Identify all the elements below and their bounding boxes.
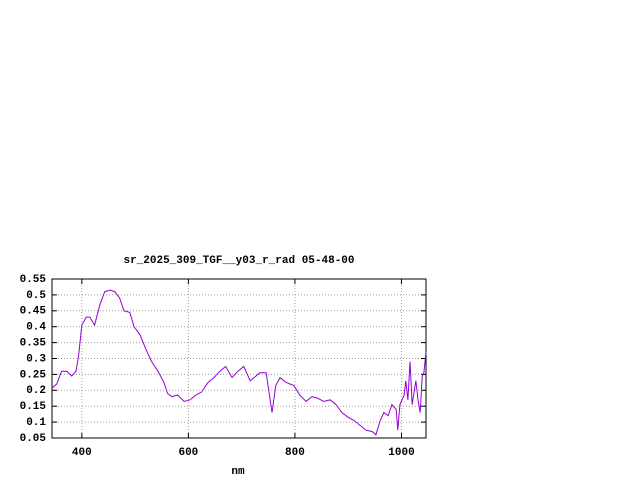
y-tick-label: 0.15 [20, 401, 47, 413]
y-tick-label: 0.4 [26, 322, 46, 334]
y-tick-label: 0.25 [20, 369, 47, 381]
y-tick-label: 0.1 [26, 417, 46, 429]
data-line [51, 289, 427, 436]
x-tick-label: 1000 [388, 447, 414, 459]
y-tick-label: 0.45 [20, 306, 47, 318]
chart-title: sr_2025_309_TGF__y03_r_rad 05-48-00 [123, 255, 354, 267]
y-tick-label: 0.5 [26, 290, 46, 302]
y-tick-label: 0.05 [20, 433, 47, 445]
y-tick-label: 0.3 [26, 353, 46, 365]
y-tick-label: 0.55 [20, 274, 47, 286]
x-tick-label: 400 [72, 447, 92, 459]
x-tick-label: 600 [178, 447, 198, 459]
plot-border [51, 278, 427, 439]
y-tick-label: 0.2 [26, 385, 46, 397]
x-axis-label: nm [231, 466, 245, 478]
x-tick-label: 800 [285, 447, 305, 459]
y-tick-label: 0.35 [20, 338, 47, 350]
